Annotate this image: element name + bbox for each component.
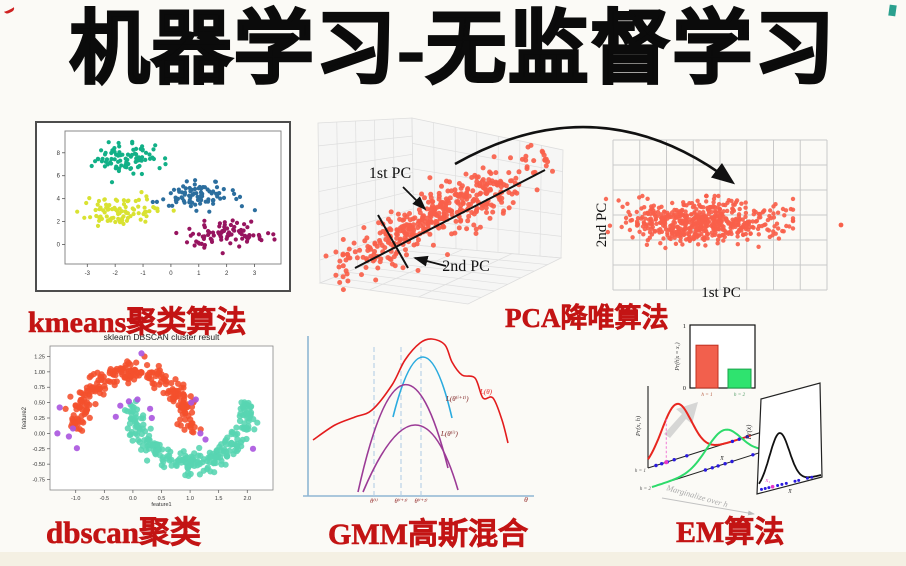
dbscan-xlabel: feature1 xyxy=(151,502,171,508)
svg-text:0.25: 0.25 xyxy=(34,416,45,422)
svg-text:1.25: 1.25 xyxy=(34,354,45,360)
em-h1-label: h = 1 xyxy=(635,468,647,474)
dbscan-title: sklearn DBSCAN cluster result xyxy=(104,332,220,342)
svg-text:4: 4 xyxy=(57,197,61,203)
gmm-curve-label: L(θ) xyxy=(479,388,493,396)
gmm-likelihood-plot: L(θ) L(θ⁽ⁱ⁺¹⁾) L(θ⁽ⁱ⁾) θ⁽ⁱ⁾ θ⁽ⁱ⁺¹⁾ θ⁽ⁱ⁺²⁾ θ xyxy=(303,336,534,505)
svg-text:0: 0 xyxy=(57,243,61,249)
gmm-xtick-label: θ⁽ⁱ⁺¹⁾ xyxy=(394,498,407,505)
svg-text:1.5: 1.5 xyxy=(215,496,223,502)
svg-text:-0.75: -0.75 xyxy=(32,478,45,484)
bottom-strip xyxy=(0,552,906,566)
em-bar-ylabel: Pr(h|x = x₁) xyxy=(674,342,681,371)
gmm-curve-label: L(θ⁽ⁱ⁺¹⁾) xyxy=(445,394,469,403)
caption-dbscan: dbscan聚类 xyxy=(46,515,202,551)
svg-text:6: 6 xyxy=(57,174,61,180)
svg-text:-1: -1 xyxy=(140,271,146,277)
pca2d-ylabel: 2nd PC xyxy=(594,203,610,248)
gmm-xtick-label: θ⁽ⁱ⁾ xyxy=(370,498,378,505)
svg-text:0.75: 0.75 xyxy=(34,385,45,391)
svg-text:1.00: 1.00 xyxy=(34,370,45,376)
pc2-label: 2nd PC xyxy=(442,258,490,275)
svg-text:-2: -2 xyxy=(112,271,118,277)
svg-text:1: 1 xyxy=(683,323,686,330)
kmeans-plot: -3 -2 -1 0 1 2 3 0 2 4 6 8 xyxy=(35,121,291,292)
em-marginal-ylabel: Pr(x) xyxy=(745,424,753,440)
pca2d-xlabel: 1st PC xyxy=(701,285,741,301)
svg-text:0: 0 xyxy=(169,271,173,277)
caption-kmeans: kmeans聚类算法 xyxy=(28,306,247,340)
gmm-x-end-label: θ xyxy=(524,495,528,504)
caption-em: EM算法 xyxy=(676,516,785,550)
em-bar-category: h = 1 xyxy=(701,392,713,398)
em-joint-ylabel: Pr(x, h) xyxy=(635,416,642,437)
svg-text:-0.50: -0.50 xyxy=(32,462,45,468)
svg-text:-3: -3 xyxy=(85,271,91,277)
svg-text:2: 2 xyxy=(57,220,61,226)
svg-text:8: 8 xyxy=(57,151,61,157)
page-title: 机器学习-无监督学习 xyxy=(68,5,837,96)
dbscan-scatter-svg: sklearn DBSCAN cluster result -1.0 -0.5 0.0… xyxy=(22,332,274,508)
svg-text:1.0: 1.0 xyxy=(186,496,194,502)
gmm-xtick-label: θ⁽ⁱ⁺²⁾ xyxy=(414,498,427,505)
kmeans-scatter-svg: -3 -2 -1 0 1 2 3 0 2 4 6 8 xyxy=(57,130,282,277)
em-x1-label: x₁ xyxy=(765,478,771,484)
pca-2d-plot: 2nd PC 1st PC xyxy=(594,139,844,301)
svg-text:0.0: 0.0 xyxy=(129,496,137,502)
svg-text:1: 1 xyxy=(197,271,201,277)
caption-gmm: GMM高斯混合 xyxy=(328,518,529,552)
em-algorithm-diagram: h = 1 h = 2 1 0 Pr(h|x = x₁) Pr(x, h) h = 1 h =… xyxy=(635,323,823,516)
svg-text:3: 3 xyxy=(253,271,257,277)
em-xbar2-label: x̄ xyxy=(787,487,792,495)
caption-pca: PCA降唯算法 xyxy=(505,303,669,334)
svg-text:0.50: 0.50 xyxy=(34,401,45,407)
em-marginalize-label: Marginalize over h xyxy=(664,483,728,509)
gmm-curve-label: L(θ⁽ⁱ⁾) xyxy=(440,429,459,438)
svg-text:2: 2 xyxy=(225,271,229,277)
em-h2-label: h = 2 xyxy=(640,486,652,492)
em-bar-category: h = 2 xyxy=(734,392,746,398)
pca-3d-plot: 1st PC 2nd PC xyxy=(317,117,564,305)
svg-text:-0.5: -0.5 xyxy=(100,496,109,502)
svg-text:-0.25: -0.25 xyxy=(32,447,45,453)
em-xbar-label: x̄ xyxy=(719,454,724,462)
dbscan-plot: sklearn DBSCAN cluster result -1.0 -0.5 0.0… xyxy=(18,330,292,510)
dbscan-ylabel: feature2 xyxy=(22,406,28,429)
svg-text:2.0: 2.0 xyxy=(243,496,251,502)
svg-text:0.00: 0.00 xyxy=(34,431,45,437)
pc1-label: 1st PC xyxy=(369,165,411,182)
svg-text:-1.0: -1.0 xyxy=(71,496,80,502)
svg-text:0: 0 xyxy=(683,385,686,392)
svg-text:0.5: 0.5 xyxy=(158,496,166,502)
